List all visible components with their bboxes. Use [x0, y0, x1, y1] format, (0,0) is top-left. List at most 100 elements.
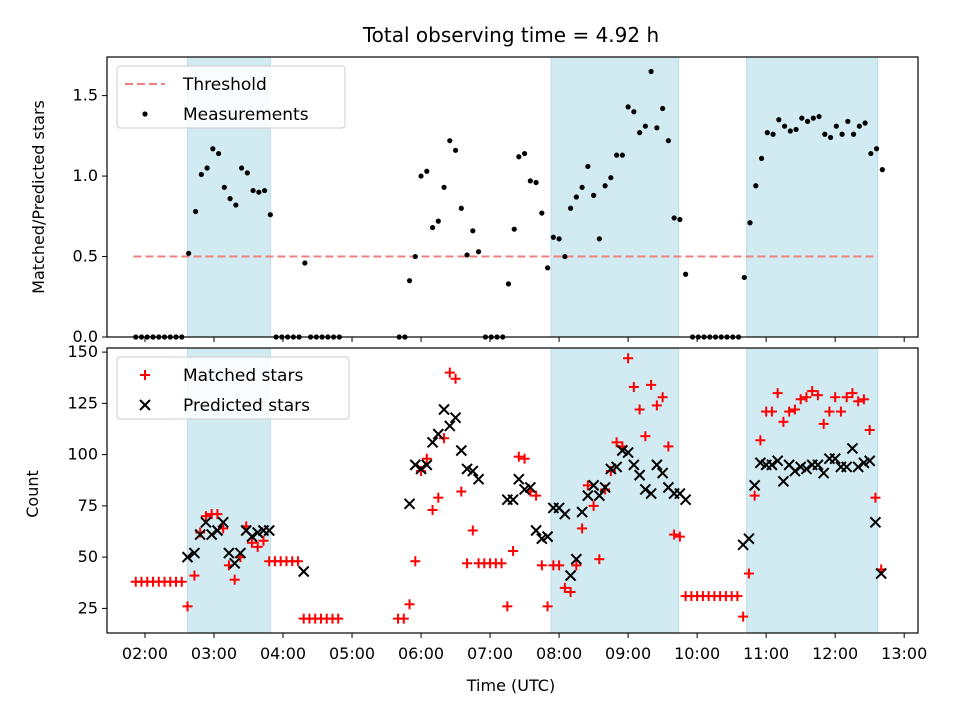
predicted-star-point	[610, 461, 623, 473]
predicted-star-point	[771, 455, 784, 467]
measurement-point	[839, 131, 845, 137]
predicted-star-point	[622, 446, 634, 459]
x-axis-label: Time (UTC)	[466, 676, 555, 695]
measurement-point	[261, 187, 268, 194]
matched-star-point	[212, 509, 223, 520]
measurement-point	[596, 236, 602, 242]
measurement-point	[302, 260, 308, 266]
matched-star-point	[444, 367, 455, 378]
predicted-star-point	[507, 494, 519, 506]
measurement-point	[631, 109, 637, 115]
measurement-point	[556, 236, 562, 242]
legend-label-measurements: Measurements	[183, 105, 309, 125]
measurement-point	[198, 171, 204, 178]
measurement-point	[822, 131, 828, 137]
matched-star-point	[749, 490, 760, 501]
measurement-point	[793, 126, 799, 133]
matched-star-point	[594, 554, 605, 565]
predicted-star-point	[766, 459, 778, 471]
predicted-star-point	[409, 459, 422, 471]
predicted-star-point	[298, 565, 310, 578]
predicted-star-point	[846, 442, 859, 455]
measurement-point	[637, 130, 643, 136]
bottom-panel: 25 50 75 100 125 150 02:00 03:00 04:00 05:00 06:00…	[67, 342, 927, 663]
predicted-star-point	[444, 420, 456, 432]
measurement-point	[579, 184, 585, 190]
measurement-point	[741, 274, 747, 281]
predicted-star-point	[679, 494, 692, 506]
predicted-star-point	[524, 481, 537, 494]
matched-star-point	[755, 435, 766, 446]
measurement-point	[753, 183, 759, 189]
measurement-point	[539, 210, 545, 216]
predicted-star-point	[656, 467, 669, 479]
predicted-star-point	[472, 473, 485, 485]
matched-star-point	[450, 373, 461, 384]
top-y-tick-label: 1.0	[73, 166, 98, 185]
measurement-point	[810, 115, 816, 121]
matched-star-point	[795, 394, 806, 405]
bottom-y-tick-label: 125	[67, 393, 98, 412]
matched-star-point	[433, 492, 444, 503]
predicted-star-point	[415, 463, 427, 475]
matched-star-point	[421, 453, 432, 464]
predicted-star-point	[217, 516, 229, 528]
measurement-point	[776, 117, 782, 123]
x-tick-label: 10:00	[674, 644, 720, 663]
measurement-point	[585, 163, 591, 170]
predicted-star-point	[188, 547, 201, 559]
bottom-y-axis-label: Count	[23, 470, 42, 518]
matched-star-point	[674, 531, 685, 542]
measurement-point	[562, 253, 568, 260]
matched-star-point	[531, 490, 542, 501]
bottom-y-tick-label: 25	[78, 598, 98, 617]
matched-star-point	[588, 500, 599, 511]
predicted-star-point	[875, 567, 887, 580]
matched-star-point	[502, 601, 513, 612]
predicted-star-point	[263, 524, 275, 537]
measurement-point	[544, 265, 551, 271]
predicted-star-point	[576, 506, 588, 518]
matched-star-point	[801, 392, 812, 403]
matched-star-point	[398, 613, 409, 624]
predicted-star-point	[743, 532, 755, 545]
measurement-point	[244, 170, 250, 176]
top-y-tick-label: 1.5	[73, 86, 98, 105]
predicted-star-point	[403, 498, 416, 510]
x-tick-label: 06:00	[398, 644, 444, 663]
measurement-point	[747, 220, 753, 226]
measurement-point	[833, 123, 839, 129]
predicted-star-point	[530, 524, 542, 537]
matched-star-point	[634, 404, 645, 415]
x-tick-label: 13:00	[881, 644, 927, 663]
measurement-point	[642, 123, 648, 129]
measurement-point	[654, 125, 660, 131]
predicted-star-point	[181, 551, 194, 563]
x-tick-label: 09:00	[605, 644, 651, 663]
measurement-point	[250, 187, 256, 194]
top-y-tick-label: 0.0	[73, 327, 98, 346]
measurement-point	[879, 167, 885, 173]
top-axes-frame	[106, 56, 919, 338]
measurement-point	[787, 128, 793, 134]
matched-star-point	[669, 529, 680, 540]
predicted-star-point	[651, 459, 663, 471]
measurement-point	[764, 130, 770, 136]
matched-star-point	[292, 556, 303, 567]
matched-star-point	[646, 379, 657, 390]
predicted-star-point	[246, 530, 258, 543]
x-tick-label: 03:00	[191, 644, 237, 663]
measurement-point	[758, 155, 765, 161]
predicted-star-point	[633, 469, 646, 481]
measurement-point	[452, 147, 459, 153]
matched-star-point	[807, 386, 818, 397]
matched-star-point	[333, 613, 344, 624]
predicted-star-point	[748, 479, 761, 492]
measurement-point	[186, 250, 192, 256]
measurement-point	[470, 228, 476, 234]
measurement-point	[233, 202, 239, 208]
bottom-shaded-interval	[550, 347, 680, 634]
matched-star-point	[252, 541, 263, 552]
predicted-star-point	[513, 473, 525, 485]
matched-star-point	[554, 560, 565, 571]
